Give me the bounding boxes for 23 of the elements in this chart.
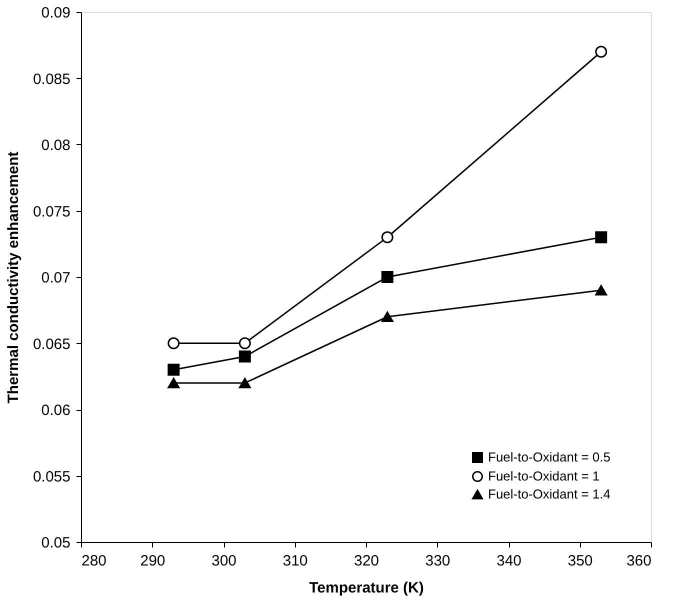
x-tick-label: 280 bbox=[82, 552, 107, 570]
y-tick-label: 0.075 bbox=[32, 203, 70, 220]
y-tick-label: 0.05 bbox=[41, 534, 70, 552]
x-tick-label: 350 bbox=[568, 552, 593, 570]
legend-label: Fuel-to-Oxidant = 1.4 bbox=[488, 486, 610, 502]
legend-label: Fuel-to-Oxidant = 0.5 bbox=[488, 450, 610, 464]
x-tick-label: 290 bbox=[140, 552, 166, 570]
x-tick-label: 300 bbox=[211, 552, 237, 570]
y-tick-label: 0.09 bbox=[41, 4, 70, 22]
x-tick-label: 330 bbox=[425, 552, 450, 570]
y-tick-label: 0.07 bbox=[41, 270, 70, 286]
y-tick-label: 0.06 bbox=[41, 402, 70, 419]
legend-label: Fuel-to-Oxidant = 1 bbox=[488, 468, 600, 484]
y-tick-label: 0.055 bbox=[32, 468, 70, 486]
x-tick-label: 340 bbox=[496, 552, 522, 570]
x-axis-title: Temperature (K) bbox=[309, 580, 424, 596]
y-tick-label: 0.085 bbox=[32, 70, 70, 88]
x-tick-label: 320 bbox=[354, 552, 380, 570]
x-tick-label: 360 bbox=[626, 552, 652, 570]
y-tick-label: 0.08 bbox=[41, 137, 70, 154]
y-tick-label: 0.065 bbox=[32, 336, 70, 353]
y-axis-title: Thermal conductivity enhancement bbox=[4, 152, 22, 404]
x-tick-label: 310 bbox=[282, 552, 308, 570]
